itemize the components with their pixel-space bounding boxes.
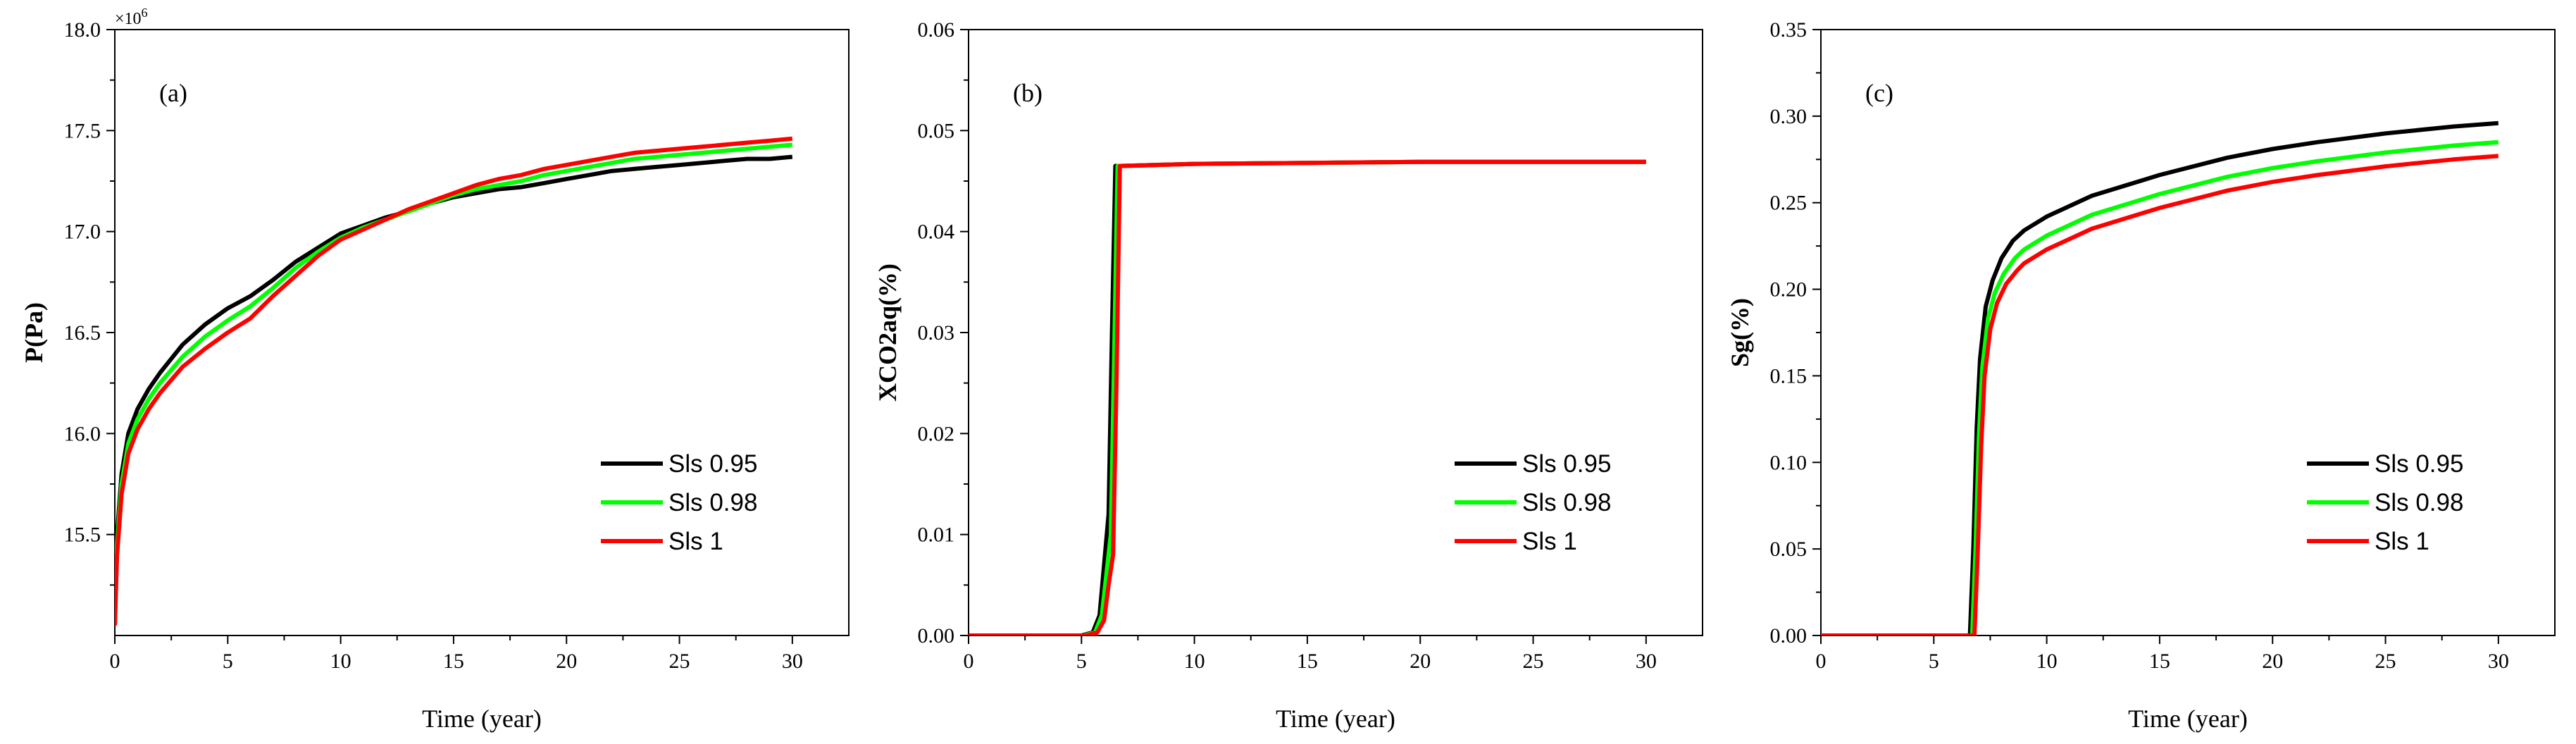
y-tick-label: 0.05 [1770,538,1807,561]
plot-frame [968,29,1703,636]
series-group [115,136,793,626]
series-line-sls-1 [1821,154,2499,636]
x-tick-label: 5 [1076,650,1087,673]
series-group [969,159,1646,636]
y-tick-label: 0.03 [918,321,955,345]
y-tick-label: 0.15 [1770,364,1807,388]
plot-frame [1820,29,2556,636]
x-tick-label: 30 [1636,650,1657,673]
series-line-sls-0.95 [1821,120,2499,636]
y-axis-title: XCO2aq(%) [873,264,902,402]
x-tick-label: 25 [669,650,690,673]
y-multiplier-label: ×106 [115,6,148,28]
x-axis-title: Time (year) [422,705,542,733]
y-tick-label: 16.5 [64,321,101,345]
y-tick-label: 16.0 [64,422,101,445]
y-tick-label: 0.00 [1770,624,1807,647]
legend-label: Sls 0.98 [1522,489,1611,516]
legend-label: Sls 0.95 [668,450,757,478]
x-tick-label: 15 [443,650,464,673]
x-tick-label: 25 [1523,650,1544,673]
series-line-sls-1 [969,159,1646,636]
x-tick-label: 5 [223,650,233,673]
y-tick-label: 0.02 [918,422,955,445]
series-line-sls-0.98 [1821,140,2499,636]
panel-label: (a) [159,79,187,107]
series-line-sls-0.95 [969,159,1646,636]
panel-label: (c) [1865,79,1893,107]
y-tick-label: 0.10 [1770,451,1807,474]
x-tick-label: 25 [2375,650,2396,673]
legend-label: Sls 0.98 [2375,489,2463,516]
y-axis-title: P(Pa) [20,302,48,363]
x-tick-label: 20 [1410,650,1431,673]
panel-label: (b) [1013,79,1043,107]
x-tick-label: 15 [1297,650,1318,673]
x-tick-label: 30 [782,650,803,673]
legend-label: Sls 0.98 [668,489,757,516]
y-tick-label: 0.20 [1770,278,1807,302]
y-tick-label: 17.0 [64,221,101,244]
series-line-sls-0.98 [969,159,1646,636]
x-tick-label: 15 [2149,650,2170,673]
legend-label: Sls 1 [668,528,723,555]
y-tick-label: 0.25 [1770,192,1807,215]
y-tick-label: 0.04 [918,221,955,244]
legend-label: Sls 0.95 [1522,450,1611,478]
x-tick-label: 5 [1929,650,1939,673]
series-group [1821,120,2499,636]
panel-a: 0 5 10 15 20 25 30 15.5 16.0 16.5 17.0 17.5 18.0 Time… [20,6,850,733]
legend-label: Sls 1 [1522,528,1577,555]
y-tick-label: 0.30 [1770,105,1807,128]
y-tick-label: 17.5 [64,119,101,142]
y-tick-label: 15.5 [64,523,101,547]
x-tick-label: 10 [2036,650,2058,673]
y-tick-label: 0.00 [918,624,955,647]
y-tick-label: 0.06 [918,18,955,42]
x-axis-title: Time (year) [1276,705,1395,733]
x-tick-label: 0 [110,650,120,673]
x-tick-label: 20 [2262,650,2283,673]
x-tick-label: 20 [556,650,577,673]
x-tick-label: 10 [1184,650,1205,673]
y-tick-label: 0.05 [918,119,955,142]
x-tick-label: 0 [964,650,974,673]
panel-c: 0 5 10 15 20 25 30 0.00 0.05 0.10 0.15 0.20 0.25 0.30… [1726,18,2556,733]
legend-label: Sls 0.95 [2375,450,2463,478]
y-multiplier-exponent: 6 [142,6,148,20]
y-axis-title: Sg(%) [1726,298,1754,367]
series-line-sls-1 [115,136,793,626]
x-axis-title: Time (year) [2128,705,2248,733]
y-tick-label: 0.35 [1770,18,1807,42]
y-tick-label: 18.0 [64,18,101,42]
panel-b: 0 5 10 15 20 25 30 0.00 0.01 0.02 0.03 0.04 0.05 0.06… [873,18,1703,733]
x-tick-label: 0 [1816,650,1827,673]
legend-label: Sls 1 [2375,528,2429,555]
x-tick-label: 10 [330,650,351,673]
x-tick-label: 30 [2488,650,2509,673]
y-tick-label: 0.01 [918,523,955,547]
